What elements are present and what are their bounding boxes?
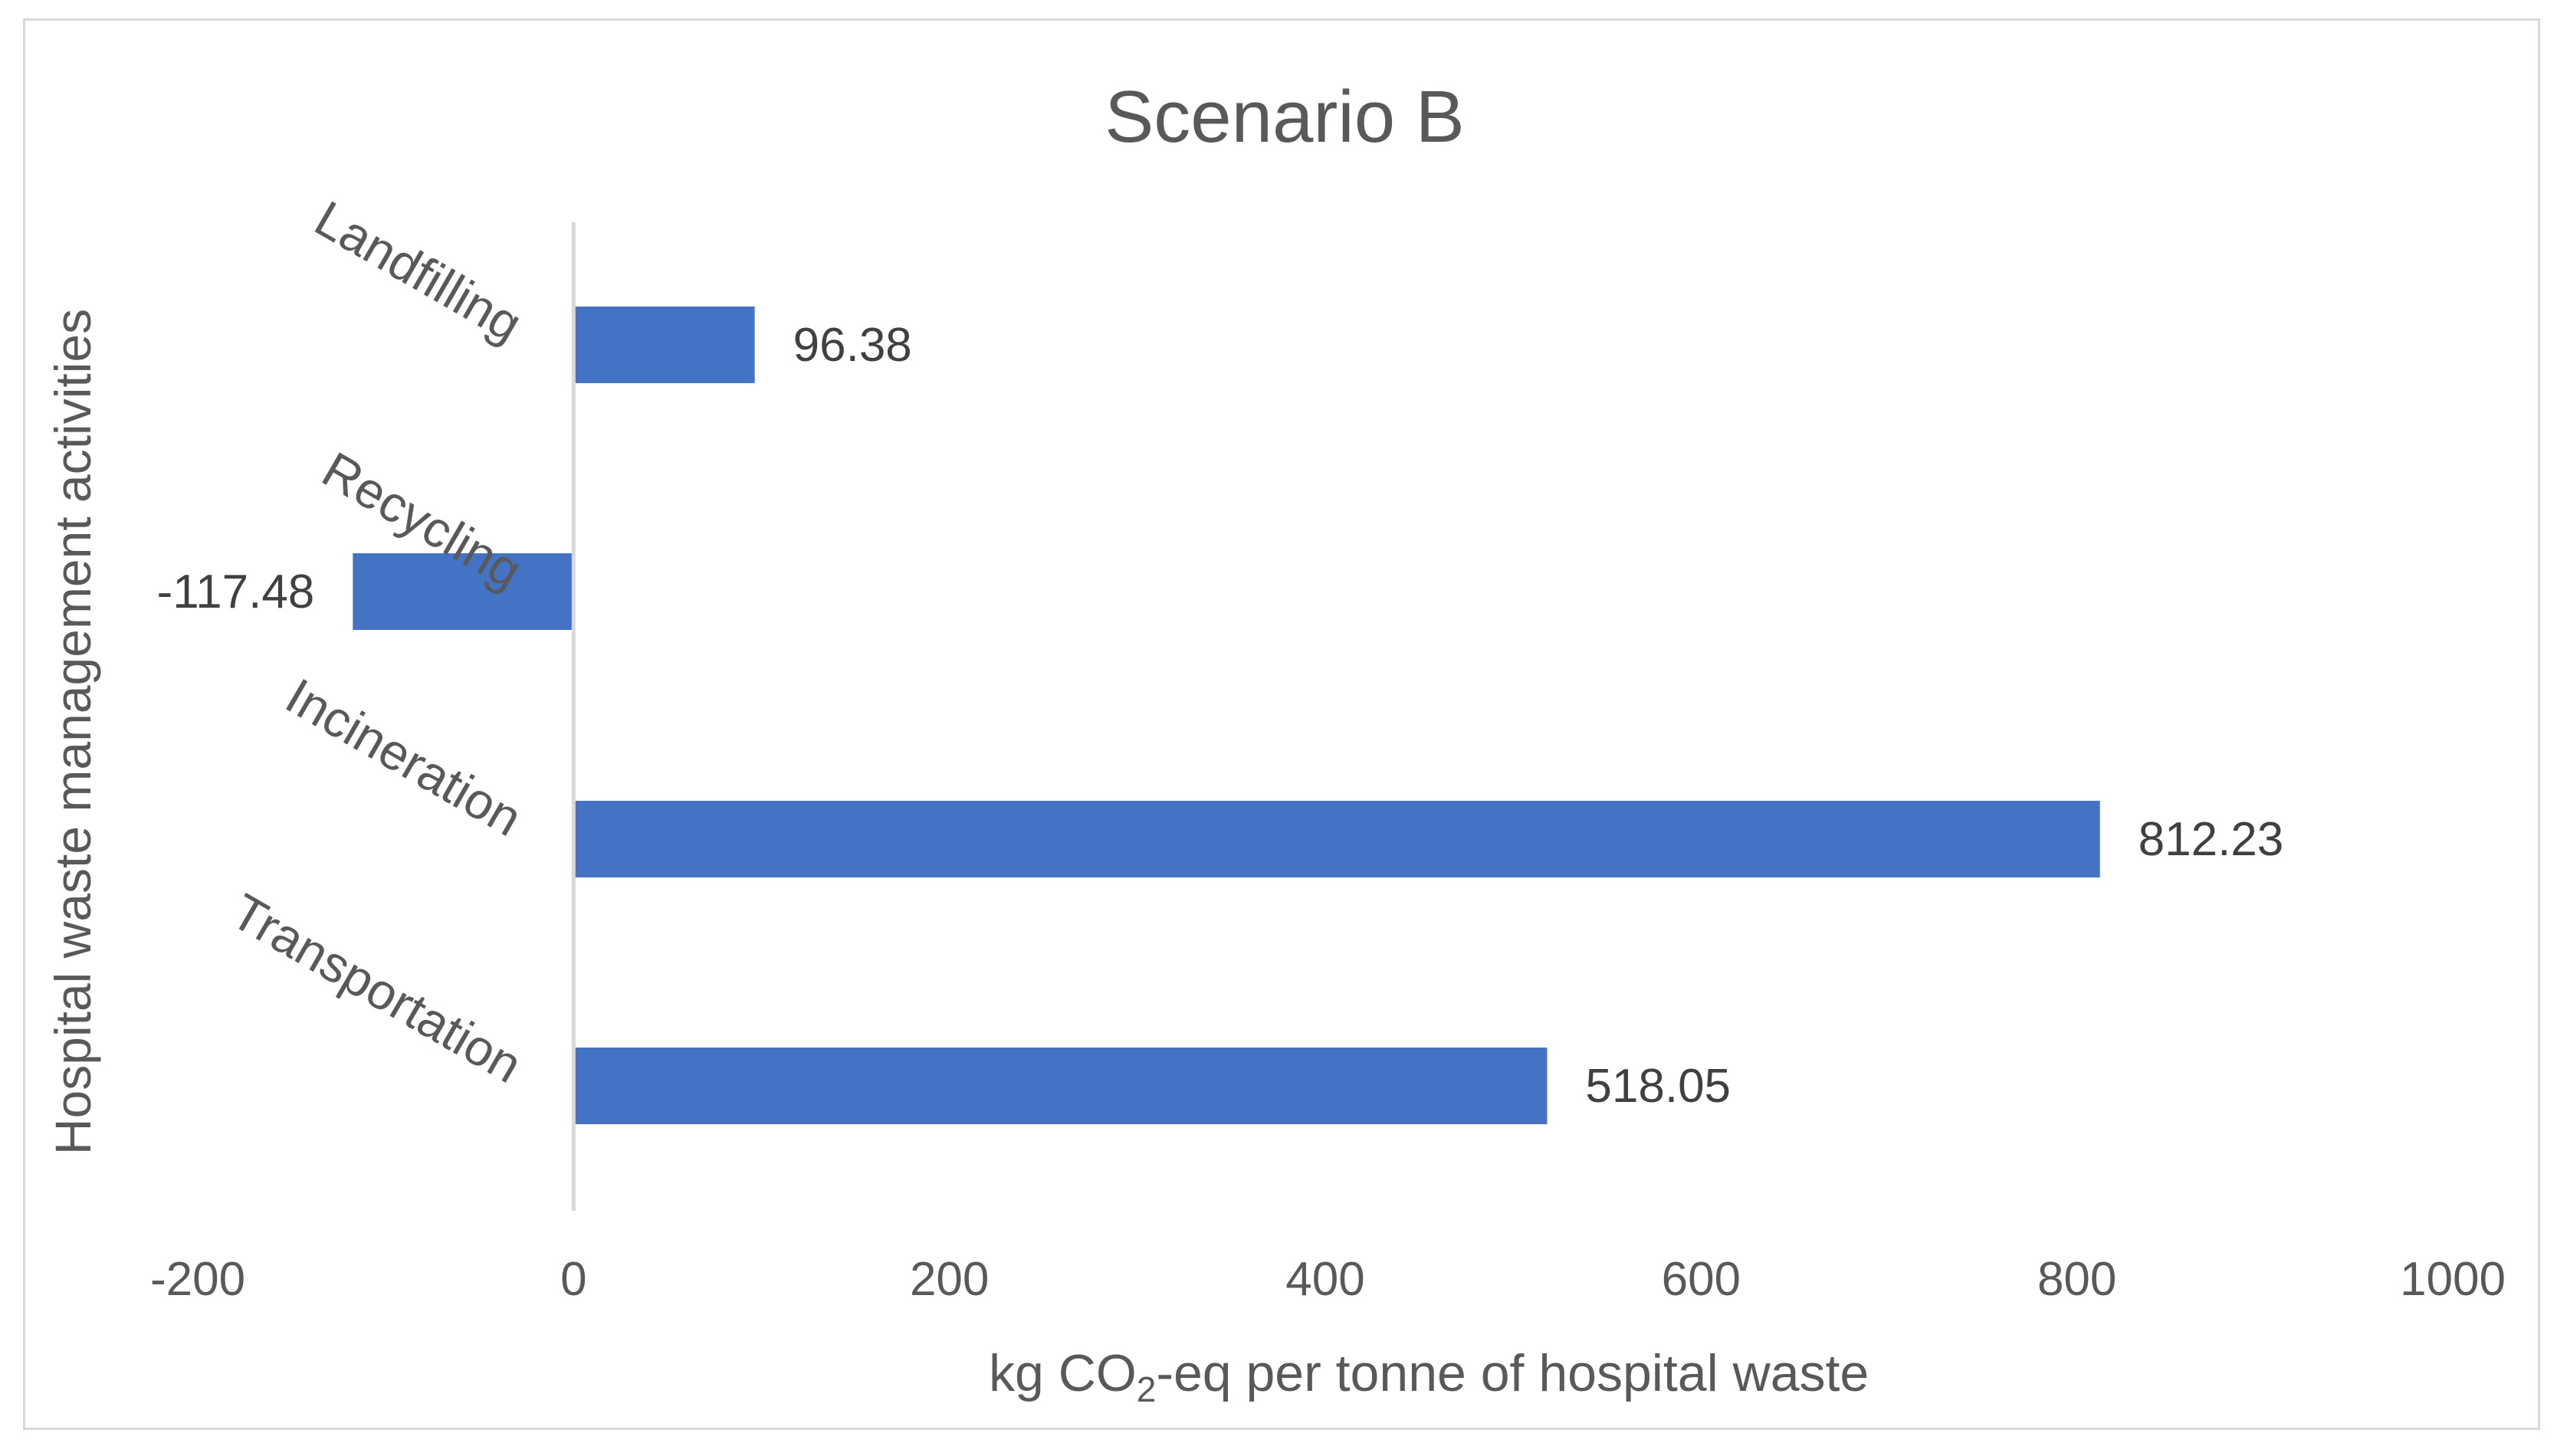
x-tick-labels-group: -200 0 200 400 600 800 1000 (150, 1253, 2506, 1306)
category-label-incineration: Incineration (277, 667, 532, 847)
bar-incineration (573, 801, 2100, 877)
x-tick-label: -200 (150, 1253, 245, 1306)
x-axis-label-prefix: kg CO (989, 1344, 1137, 1402)
chart-title: Scenario B (1105, 76, 1465, 158)
value-label-landfilling: 96.38 (793, 319, 912, 372)
bar-landfilling (573, 307, 755, 383)
x-tick-label: 400 (1285, 1253, 1364, 1306)
x-tick-label: 0 (560, 1253, 586, 1306)
x-axis-label-suffix: -eq per tonne of hospital waste (1156, 1344, 1869, 1402)
category-label-transportation: Transportation (222, 882, 531, 1094)
y-axis-label: Hospital waste management activities (44, 309, 101, 1155)
x-axis-label: kg CO2-eq per tonne of hospital waste (989, 1344, 1869, 1409)
value-label-incineration: 812.23 (2139, 813, 2284, 866)
category-labels-group: LandfillingRecyclingIncinerationTranspor… (222, 189, 531, 1094)
bar-transportation (573, 1048, 1548, 1124)
category-label-landfilling: Landfilling (306, 189, 531, 353)
bar-recycling (353, 553, 574, 630)
chart-frame (23, 18, 2540, 1430)
x-tick-label: 200 (910, 1253, 989, 1306)
x-axis-label-subscript: 2 (1137, 1369, 1157, 1409)
value-label-transportation: 518.05 (1585, 1060, 1731, 1113)
value-label-recycling: -117.48 (157, 566, 315, 618)
x-tick-label: 600 (1662, 1253, 1741, 1306)
bars-group (353, 307, 2100, 1124)
x-tick-label: 800 (2037, 1253, 2116, 1306)
x-tick-label: 1000 (2400, 1253, 2506, 1306)
value-labels-group: 96.38 -117.48 812.23 518.05 (157, 319, 2284, 1113)
